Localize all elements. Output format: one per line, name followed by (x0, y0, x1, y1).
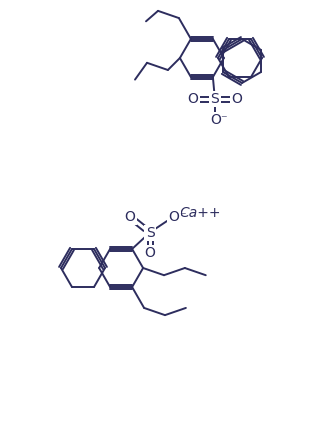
Text: ⁻: ⁻ (179, 211, 185, 223)
Text: O: O (232, 92, 242, 106)
Text: S: S (211, 92, 219, 106)
Text: O: O (169, 210, 180, 224)
Text: ⁻: ⁻ (220, 114, 227, 127)
Text: O: O (125, 210, 136, 224)
Text: O: O (145, 246, 156, 260)
Text: Ca++: Ca++ (179, 206, 221, 220)
Text: O: O (188, 92, 198, 106)
Text: O: O (211, 113, 221, 127)
Text: S: S (146, 226, 154, 240)
